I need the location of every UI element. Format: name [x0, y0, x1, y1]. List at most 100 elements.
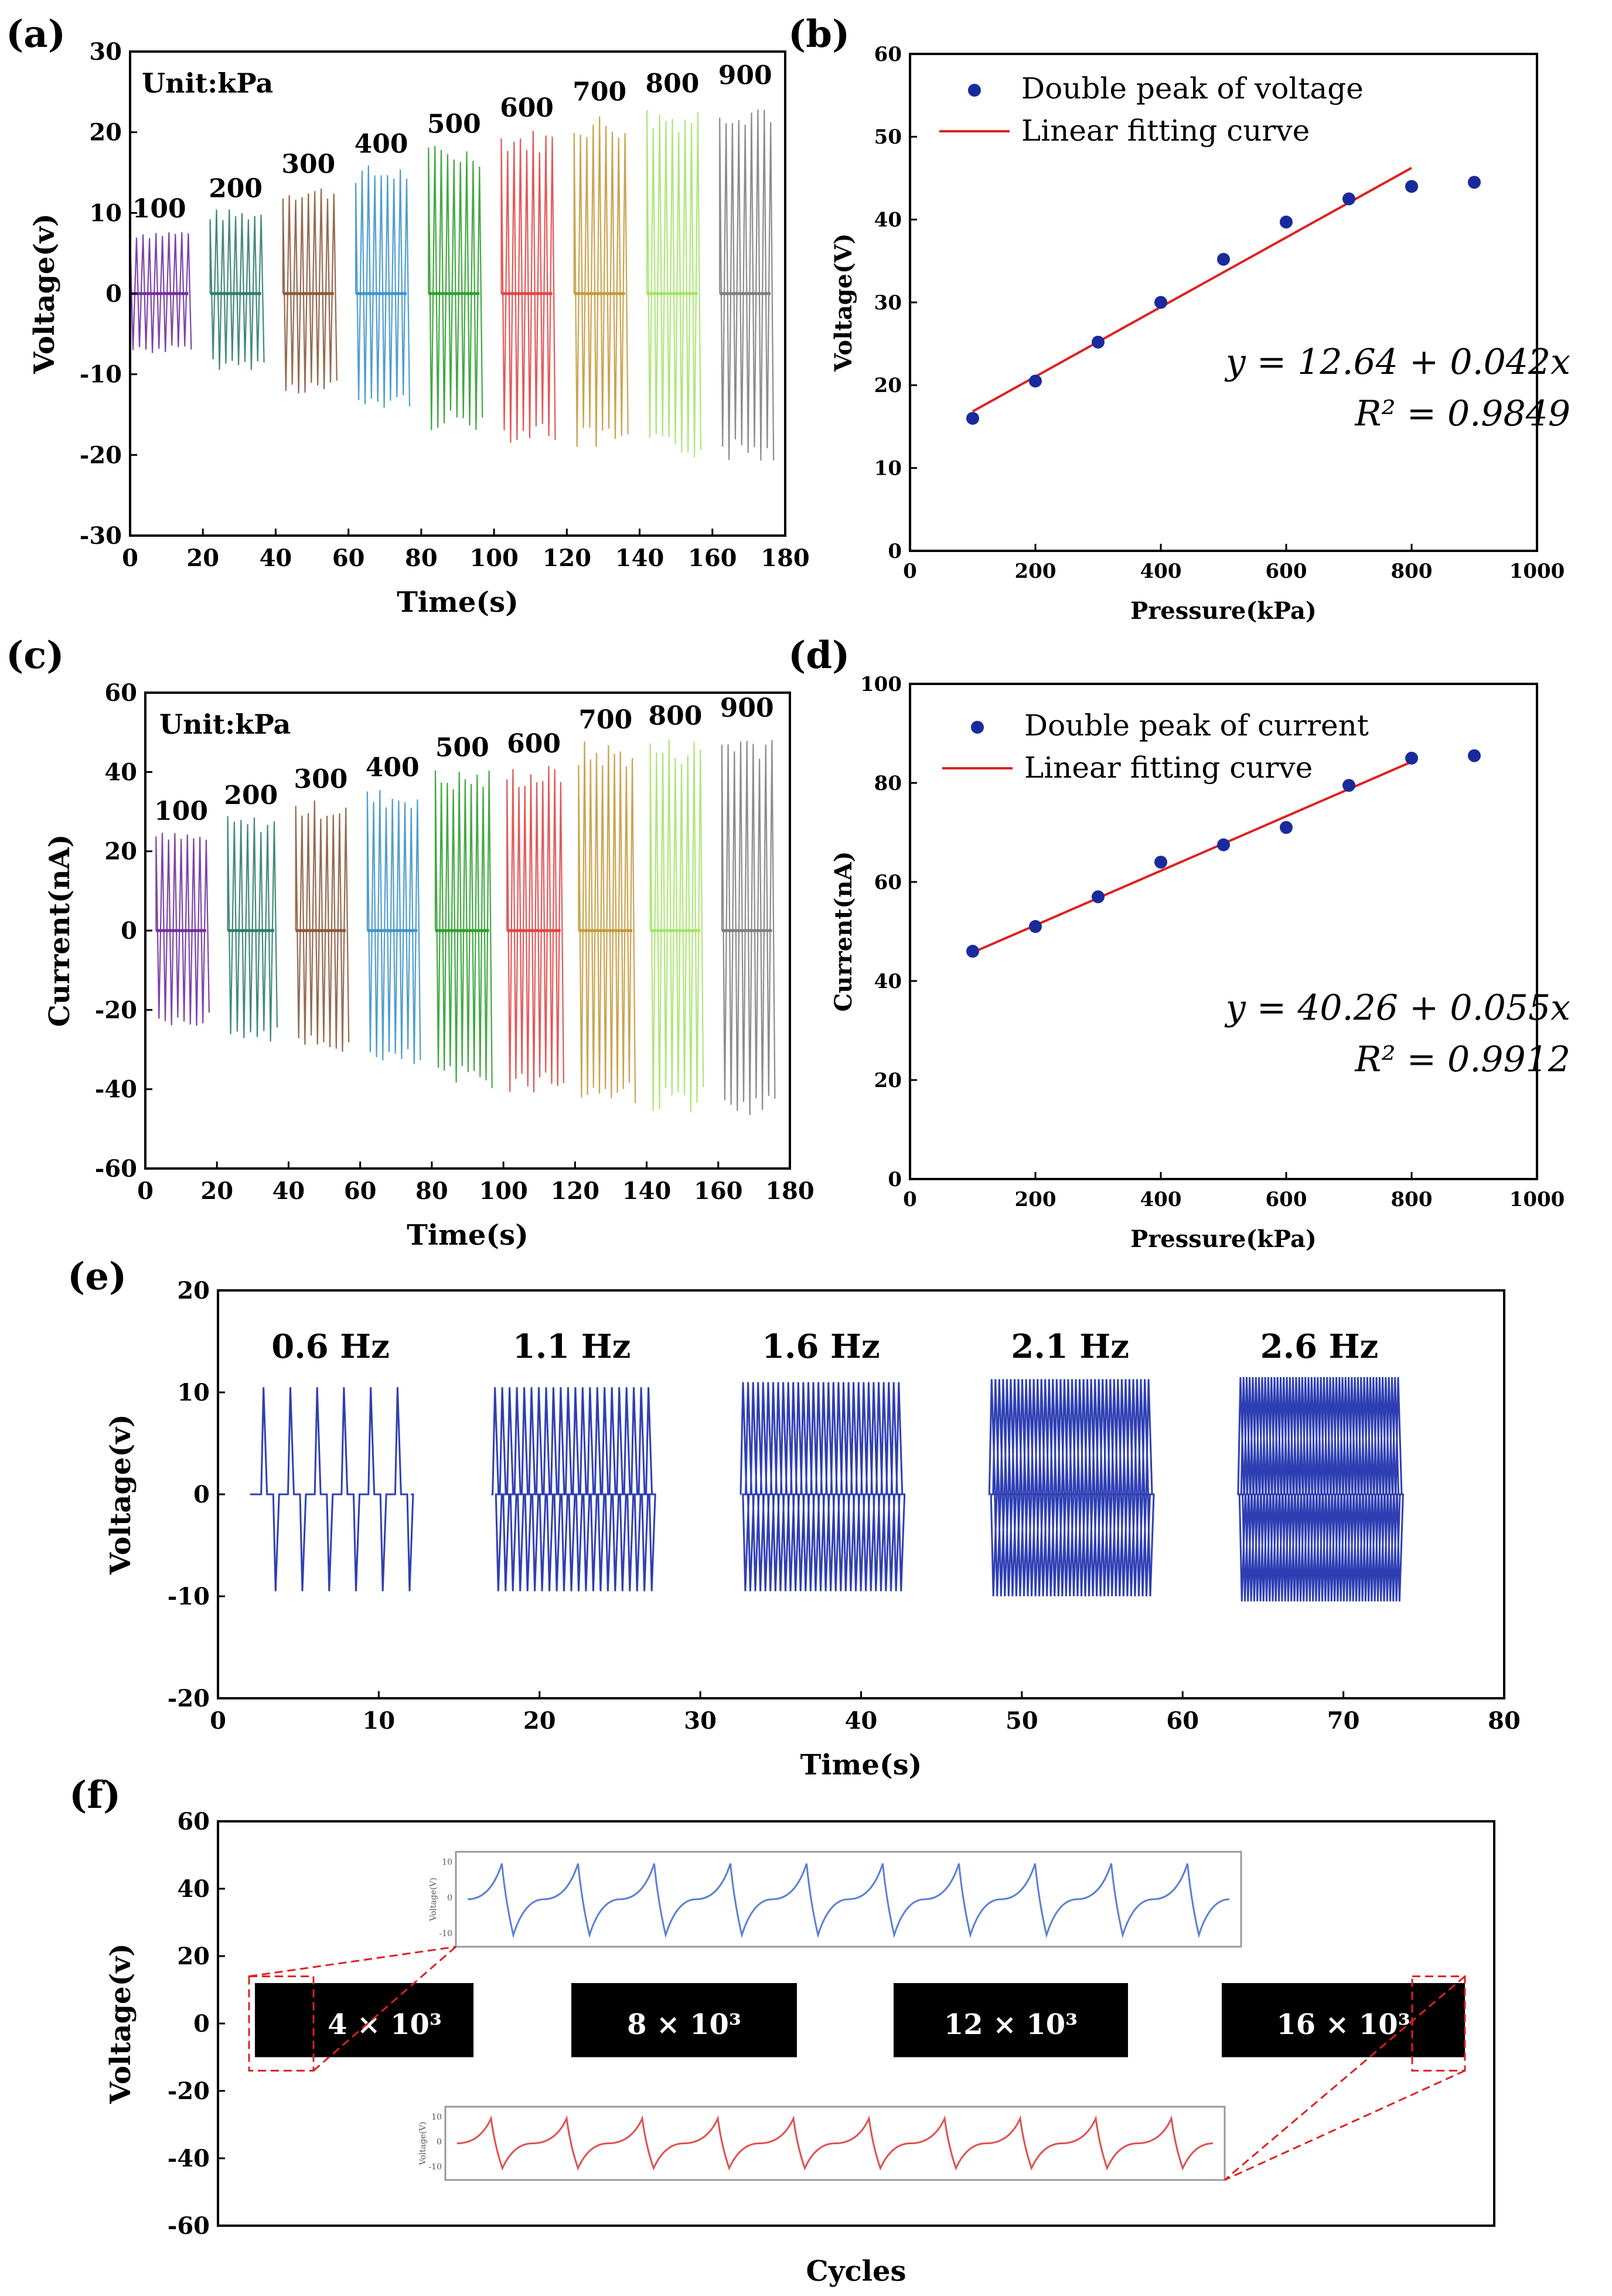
- x-tick-label: 100: [469, 544, 519, 572]
- y-tick-label: 30: [874, 291, 902, 315]
- pressure-label: 400: [366, 752, 420, 782]
- x-tick-label: 800: [1391, 560, 1433, 583]
- y-tick-label: -20: [168, 2077, 210, 2105]
- data-point: [1342, 779, 1355, 792]
- data-point: [1468, 749, 1481, 762]
- y-tick-label: 10: [874, 457, 902, 481]
- panel-b: 0 200 400 600 800 1000 0 10 20 30 40 50 60 Pressure(k…: [788, 12, 1570, 625]
- y-tick-label: 60: [104, 679, 137, 707]
- cycle-block: [1222, 1983, 1465, 2057]
- panel-label: (c): [6, 633, 64, 677]
- y-tick-label: 0: [121, 917, 137, 945]
- x-tick-label: 60: [1166, 1707, 1199, 1735]
- data-point: [1154, 856, 1167, 869]
- panel-d: 0 200 400 600 800 1000 0 20 40 60 80 100 Pressure(kP…: [788, 633, 1570, 1253]
- data-point: [966, 945, 979, 958]
- legend-label: Linear fitting curve: [1021, 114, 1310, 148]
- x-tick-label: 0: [210, 1707, 226, 1735]
- signal-block-300: [282, 188, 338, 394]
- signal-block-400: [366, 790, 421, 1064]
- frequency-label: 0.6 Hz: [271, 1327, 390, 1366]
- frequency-label: 2.6 Hz: [1260, 1327, 1379, 1366]
- cycle-block: [571, 1983, 797, 2057]
- y-tick-label: 0: [105, 280, 122, 308]
- signal-block-700: [573, 116, 629, 447]
- pressure-label: 100: [132, 194, 186, 224]
- y-axis-label: Current(nA): [830, 851, 857, 1011]
- x-tick-label: 400: [1140, 1188, 1182, 1211]
- y-axis-label: Voltage(v): [104, 1414, 137, 1575]
- plot-frame: [909, 683, 1538, 1180]
- x-tick-label: 200: [1015, 1188, 1057, 1211]
- x-tick-label: 200: [1015, 560, 1057, 583]
- y-tick-label: 0: [888, 1168, 902, 1191]
- x-tick-label: 180: [761, 544, 810, 572]
- y-tick-label: 0: [193, 2010, 210, 2038]
- zoom-connector: [1224, 2070, 1466, 2181]
- unit-annotation: Unit:kPa: [142, 67, 273, 99]
- y-tick-label: 20: [104, 838, 137, 866]
- y-tick-label: 40: [874, 209, 902, 232]
- signal-block-600: [506, 766, 564, 1093]
- r-squared: R² = 0.9849: [1354, 393, 1570, 434]
- frequency-signal: [250, 1387, 414, 1592]
- signal-block-900: [719, 109, 775, 461]
- panel-label: (a): [6, 12, 66, 56]
- y-tick-label: 10: [177, 1379, 210, 1406]
- y-tick-label: -40: [168, 2145, 210, 2172]
- x-tick-label: 70: [1327, 1707, 1360, 1735]
- frequency-signal: [1237, 1377, 1404, 1602]
- panel-label: (d): [788, 633, 850, 677]
- fit-equation: y = 12.64 + 0.042x: [1224, 342, 1570, 383]
- data-point: [1029, 920, 1042, 934]
- signal-block-200: [209, 209, 265, 370]
- y-tick-label: 40: [104, 758, 137, 786]
- x-tick-label: 120: [551, 1177, 600, 1205]
- y-tick-label: 0: [888, 540, 902, 563]
- data-point: [1217, 253, 1230, 266]
- zoom-connector: [1224, 1975, 1466, 2181]
- zoom-box: [1411, 1975, 1466, 2072]
- data-point: [1092, 890, 1105, 904]
- pressure-label: 200: [209, 173, 263, 203]
- pressure-label: 800: [649, 701, 703, 731]
- signal-block-300: [295, 800, 350, 1052]
- y-tick-label: 20: [874, 1069, 902, 1092]
- y-tick-label: 20: [177, 1277, 210, 1304]
- y-axis-label: Voltage(V): [830, 233, 857, 372]
- data-point: [1154, 296, 1167, 309]
- inset-tick: 10: [431, 2113, 442, 2122]
- x-tick-label: 0: [903, 560, 917, 583]
- data-point: [1092, 335, 1105, 349]
- data-point: [966, 411, 979, 425]
- x-tick-label: 50: [1006, 1707, 1038, 1735]
- data-point: [1405, 180, 1418, 193]
- x-tick-label: 0: [122, 544, 138, 572]
- panel-label: (b): [788, 12, 850, 56]
- x-axis-label: Time(s): [397, 586, 519, 619]
- y-tick-label: -40: [95, 1076, 137, 1103]
- signal-block-600: [500, 131, 556, 443]
- x-tick-label: 80: [1488, 1707, 1521, 1735]
- y-tick-label: 60: [874, 871, 902, 894]
- y-tick-label: 50: [874, 125, 902, 149]
- y-tick-label: -30: [80, 522, 122, 550]
- signal-block-400: [355, 165, 411, 408]
- x-tick-label: 60: [332, 544, 365, 572]
- y-tick-label: 40: [874, 970, 902, 993]
- x-tick-label: 20: [523, 1707, 556, 1735]
- fit-line: [972, 166, 1412, 413]
- x-tick-label: 100: [479, 1177, 528, 1205]
- x-tick-label: 40: [845, 1707, 878, 1735]
- x-tick-label: 0: [137, 1177, 154, 1205]
- x-tick-label: 20: [186, 544, 219, 572]
- frequency-signal: [988, 1379, 1155, 1597]
- x-tick-label: 160: [688, 544, 737, 572]
- cycle-label: 12 × 10³: [944, 2008, 1078, 2041]
- cycle-label: 8 × 10³: [627, 2008, 741, 2041]
- x-tick-label: 800: [1391, 1188, 1433, 1211]
- y-tick-label: 80: [874, 772, 902, 795]
- pressure-label: 900: [720, 693, 774, 723]
